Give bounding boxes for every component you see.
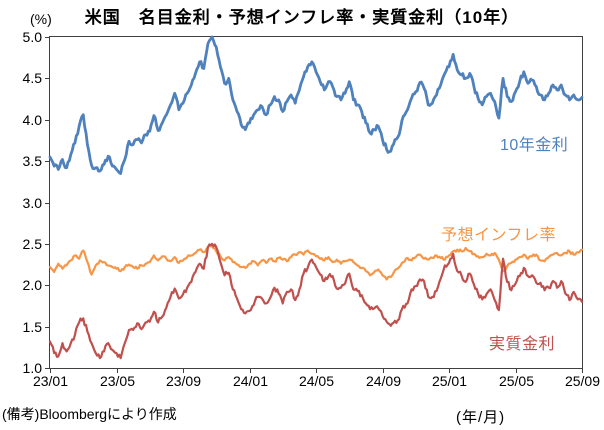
y-tick-label: 1.0: [22, 360, 42, 376]
x-tick-label: 24/09: [365, 373, 402, 389]
y-tick-label: 1.5: [22, 318, 42, 335]
x-tick-label: 23/01: [32, 373, 69, 389]
y-tick-label: 5.0: [22, 29, 42, 45]
y-tick-label: 2.0: [22, 277, 42, 294]
x-tick-label: 23/05: [99, 373, 136, 389]
series-label-real-rate: 実質金利: [489, 336, 556, 353]
x-tick-label: 25/05: [498, 373, 535, 389]
y-tick-label: 2.5: [22, 235, 42, 252]
series-line-2: [48, 242, 584, 360]
series-line-0: [48, 35, 584, 175]
y-axis-unit-label: (%): [30, 11, 52, 27]
y-tick-label: 4.0: [22, 111, 42, 128]
x-tick-label: 25/01: [431, 373, 468, 389]
series-line-1: [48, 244, 584, 281]
series-label-expected-inflation: 予想インフレ率: [441, 227, 557, 244]
source-footnote: (備考)Bloombergにより作成: [2, 406, 177, 422]
y-tick-label: 3.0: [22, 194, 42, 211]
x-tick-label: 23/09: [165, 373, 202, 389]
x-tick-label: 24/01: [232, 373, 269, 389]
x-tick-label: 24/05: [298, 373, 335, 389]
chart-title: 米国 名目金利・予想インフレ率・実質金利（10年）: [84, 8, 520, 27]
x-axis-unit-label: (年/月): [456, 409, 506, 426]
y-tick-label: 4.5: [22, 70, 42, 87]
x-tick-label: 25/09: [564, 373, 601, 389]
series-label-nominal-10y: 10年金利: [500, 137, 569, 154]
y-tick-label: 3.5: [22, 153, 42, 170]
